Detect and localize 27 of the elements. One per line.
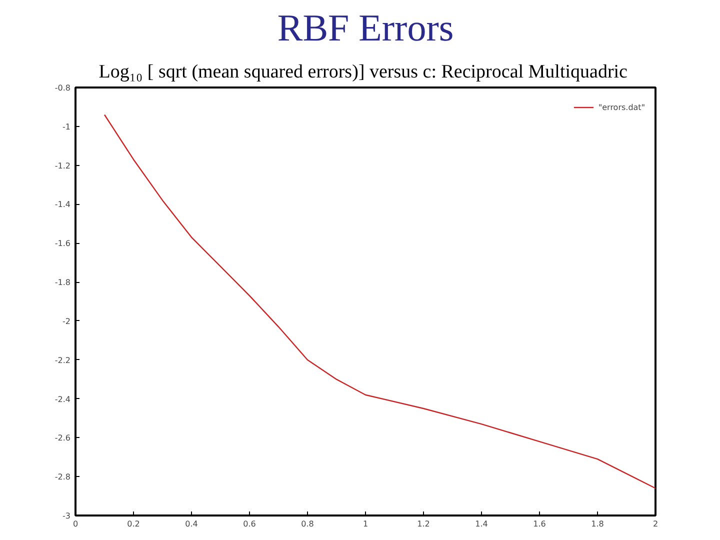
y-tick-label: -1.6 [54,239,70,248]
chart-subtitle: Log₁₀ [ sqrt (mean squared errors)] versus c: Reciprocal Multiquadric [98,62,628,82]
line-series [104,114,656,489]
x-tick-label: 0 [72,520,78,528]
x-tick-label: 0.6 [243,520,256,528]
x-tick-label: 1.4 [475,520,488,528]
y-tick-label: -1.4 [54,200,70,210]
y-tick-label: -2.8 [54,472,70,482]
y-tick-label: -0.8 [54,84,70,92]
y-tick-label: -1.8 [54,278,70,288]
y-tick-label: -1 [62,122,71,132]
y-tick-label: -1.2 [54,161,70,170]
x-tick-label: 1 [362,520,368,528]
x-tick-label: 1.2 [417,520,430,528]
legend-label: "errors.dat" [598,102,645,112]
y-tick-label: -2.6 [54,434,70,443]
x-tick-label: 1.8 [591,520,604,528]
y-tick-label: -3 [62,512,71,520]
x-tick-label: 0.4 [185,520,198,528]
y-tick-label: -2.4 [54,394,70,404]
y-tick-label: -2.2 [54,356,70,365]
x-tick-label: 1.6 [533,520,546,528]
x-tick-label: 0.2 [127,520,140,528]
x-tick-label: 2 [652,520,658,528]
x-tick-label: 0.8 [301,520,314,528]
y-tick-label: -2 [62,316,71,326]
chart-title: RBF Errors [277,8,454,50]
